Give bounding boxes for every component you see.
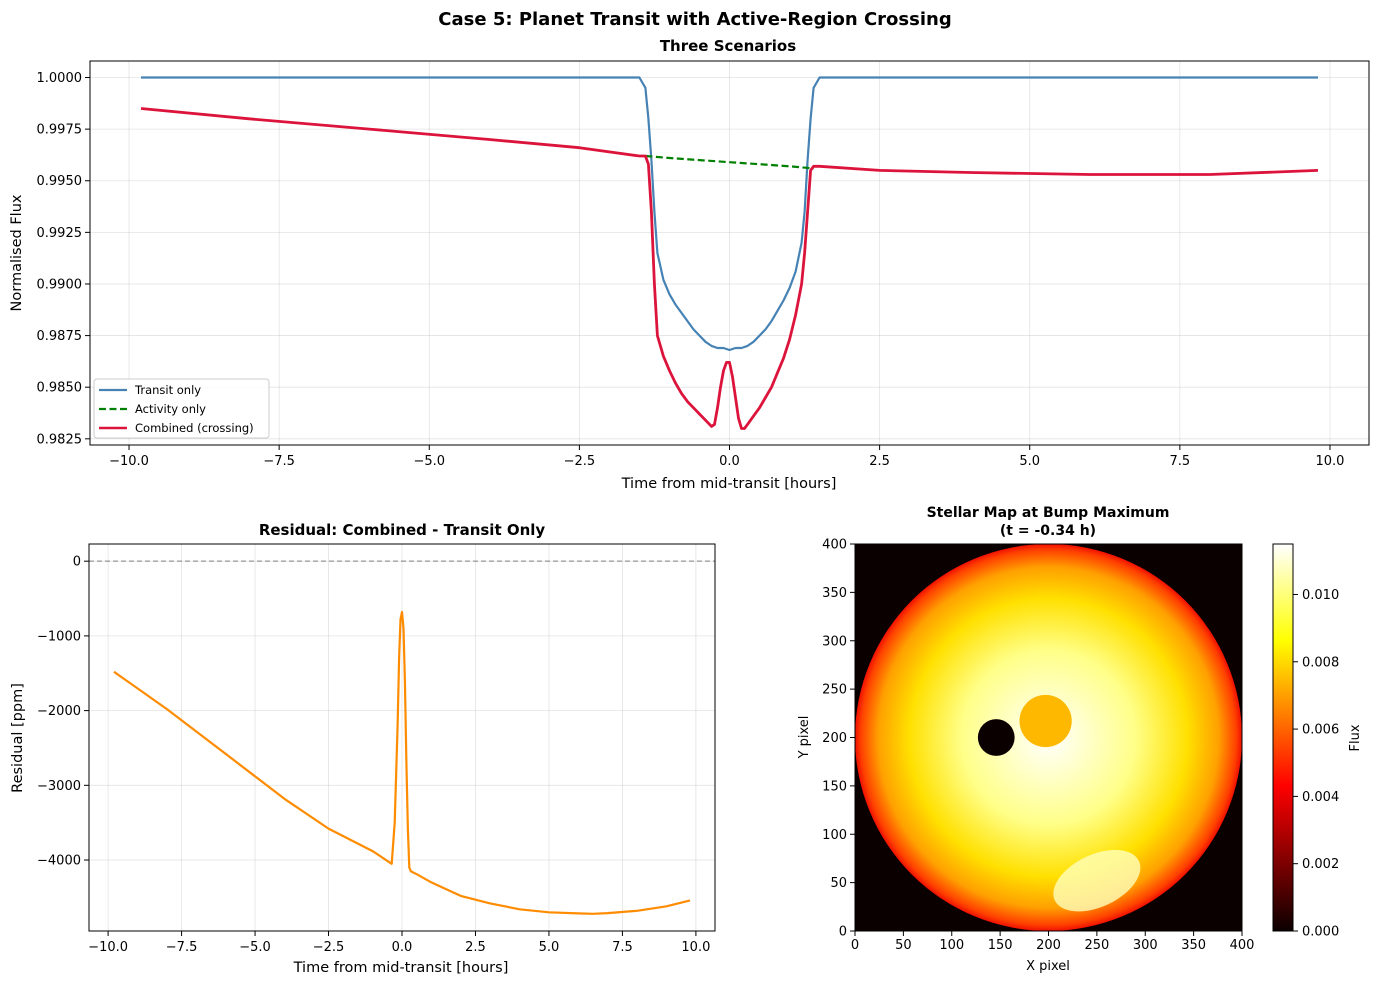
residual-x-tick-label: 2.5 <box>465 940 486 955</box>
colorbar-tick-label: 0.000 <box>1302 925 1339 940</box>
top-series-group <box>140 76 1319 430</box>
top-chart-grid <box>90 61 1369 445</box>
residual-chart-title: Residual: Combined - Transit Only <box>259 521 546 539</box>
top-y-tick-label: 1.0000 <box>37 71 83 86</box>
map-x-tick-label: 250 <box>1084 938 1109 953</box>
residual-y-axis-label: Residual [ppm] <box>10 683 26 793</box>
map-y-tick-label: 150 <box>822 779 847 794</box>
residual-x-tick-label: −10.0 <box>88 940 128 955</box>
top-y-tick-label: 0.9825 <box>37 432 83 447</box>
map-y-tick-label: 300 <box>822 634 847 649</box>
colorbar-tick-label: 0.010 <box>1302 588 1339 603</box>
residual-x-axis-label: Time from mid-transit [hours] <box>293 960 509 976</box>
residual-x-tick-label: 0.0 <box>392 940 413 955</box>
top-x-tick-label: −7.5 <box>263 454 295 469</box>
map-y-tick-label: 50 <box>830 876 847 891</box>
map-y-tick-label: 250 <box>822 683 847 698</box>
residual-x-tick-label: 10.0 <box>681 940 710 955</box>
series-combined <box>140 107 1319 430</box>
series-transit-only <box>141 76 1318 352</box>
top-y-tick-label: 0.9900 <box>37 277 83 292</box>
top-x-tick-label: 2.5 <box>869 454 890 469</box>
top-y-axis-label: Normalised Flux <box>9 194 25 311</box>
facula-region <box>1053 849 1141 912</box>
residual-x-tick-label: −2.5 <box>313 940 345 955</box>
top-x-tick-label: 7.5 <box>1170 454 1191 469</box>
map-y-tick-label: 0 <box>839 925 847 940</box>
legend-label-transit: Transit only <box>134 383 201 397</box>
map-y-tick-label: 350 <box>822 586 847 601</box>
top-y-tick-label: 0.9950 <box>37 174 83 189</box>
legend-label-combined: Combined (crossing) <box>135 421 254 435</box>
residual-y-tick-label: −3000 <box>37 779 81 794</box>
map-features <box>855 544 1242 931</box>
colorbar-tick-label: 0.004 <box>1302 790 1339 805</box>
top-y-tick-label: 0.9975 <box>37 123 83 138</box>
map-x-tick-label: 50 <box>895 938 912 953</box>
map-x-axis-label: X pixel <box>1026 959 1070 974</box>
residual-y-tick-label: 0 <box>73 555 81 570</box>
map-y-tick-label: 100 <box>822 828 847 843</box>
map-y-tick-label: 200 <box>822 731 847 746</box>
map-x-tick-label: 300 <box>1133 938 1158 953</box>
map-title-line2: (t = -0.34 h) <box>1000 523 1096 539</box>
map-y-ticks: 0 50 100 150 200 250 300 350 400 <box>822 538 855 940</box>
top-x-tick-label: −2.5 <box>564 454 596 469</box>
colorbar-tick-label: 0.006 <box>1302 723 1339 738</box>
residual-x-tick-label: 5.0 <box>539 940 560 955</box>
series-activity-only <box>645 154 814 170</box>
top-y-tick-label: 0.9925 <box>37 226 83 241</box>
residual-y-tick-label: −1000 <box>37 629 81 644</box>
colorbar-tick-label: 0.008 <box>1302 655 1339 670</box>
residual-y-tick-label: −4000 <box>37 854 81 869</box>
colorbar <box>1272 543 1294 932</box>
residual-x-tick-label: −5.0 <box>239 940 271 955</box>
map-x-tick-label: 0 <box>851 938 859 953</box>
active-region-spot <box>1019 694 1072 748</box>
top-x-axis-label: Time from mid-transit [hours] <box>621 476 837 492</box>
top-legend: Transit only Activity only Combined (cro… <box>93 378 270 439</box>
top-x-tick-label: −10.0 <box>109 454 149 469</box>
map-x-ticks: 0 50 100 150 200 250 300 350 400 <box>851 931 1255 953</box>
map-x-tick-label: 200 <box>1036 938 1061 953</box>
planet-shadow <box>977 719 1015 756</box>
residual-y-tick-label: −2000 <box>37 704 81 719</box>
top-plot-frame <box>89 60 1370 446</box>
map-y-axis-label: Y pixel <box>797 716 812 760</box>
residual-chart-grid <box>89 544 715 931</box>
top-x-ticks: −10.0 −7.5 −5.0 −2.5 0.0 2.5 5.0 7.5 10.0 <box>109 445 1344 469</box>
figure-suptitle: Case 5: Planet Transit with Active-Regio… <box>438 9 951 30</box>
residual-x-tick-label: −7.5 <box>166 940 198 955</box>
top-y-ticks: 0.9825 0.9850 0.9875 0.9900 0.9925 0.9950 0.99… <box>37 71 90 447</box>
series-residual <box>113 610 691 915</box>
map-y-tick-label: 400 <box>822 538 847 553</box>
top-x-tick-label: −5.0 <box>413 454 445 469</box>
residual-y-ticks: 0 −1000 −2000 −3000 −4000 <box>37 555 89 869</box>
top-x-tick-label: 0.0 <box>719 454 740 469</box>
top-y-tick-label: 0.9850 <box>37 381 83 396</box>
map-x-tick-label: 150 <box>988 938 1013 953</box>
map-x-tick-label: 350 <box>1181 938 1206 953</box>
residual-x-ticks: −10.0 −7.5 −5.0 −2.5 0.0 2.5 5.0 7.5 10.0 <box>88 931 710 955</box>
map-title-line1: Stellar Map at Bump Maximum <box>927 505 1170 521</box>
legend-label-activity: Activity only <box>135 402 206 416</box>
legend-frame <box>93 378 270 439</box>
residual-plot-frame <box>88 543 716 932</box>
map-x-tick-label: 100 <box>939 938 964 953</box>
stellar-map-chart: Stellar Map at Bump Maximum (t = -0.34 h… <box>797 505 1363 974</box>
three-scenarios-chart: Three Scenarios −10.0 −7.5 −5.0 −2.5 0.0 2.5 5… <box>9 37 1370 492</box>
residual-series-group <box>113 610 691 915</box>
colorbar-tick-label: 0.002 <box>1302 857 1339 872</box>
residual-chart: Residual: Combined - Transit Only −10.0−… <box>10 521 716 976</box>
residual-x-tick-label: 7.5 <box>612 940 633 955</box>
top-y-tick-label: 0.9875 <box>37 329 83 344</box>
colorbar-label: Flux <box>1348 724 1363 751</box>
map-x-tick-label: 400 <box>1230 938 1255 953</box>
top-x-tick-label: 10.0 <box>1315 454 1344 469</box>
top-x-tick-label: 5.0 <box>1019 454 1040 469</box>
colorbar-ticks: 0.000 0.002 0.004 0.006 0.008 0.010 <box>1293 588 1339 940</box>
top-chart-title: Three Scenarios <box>660 37 796 55</box>
